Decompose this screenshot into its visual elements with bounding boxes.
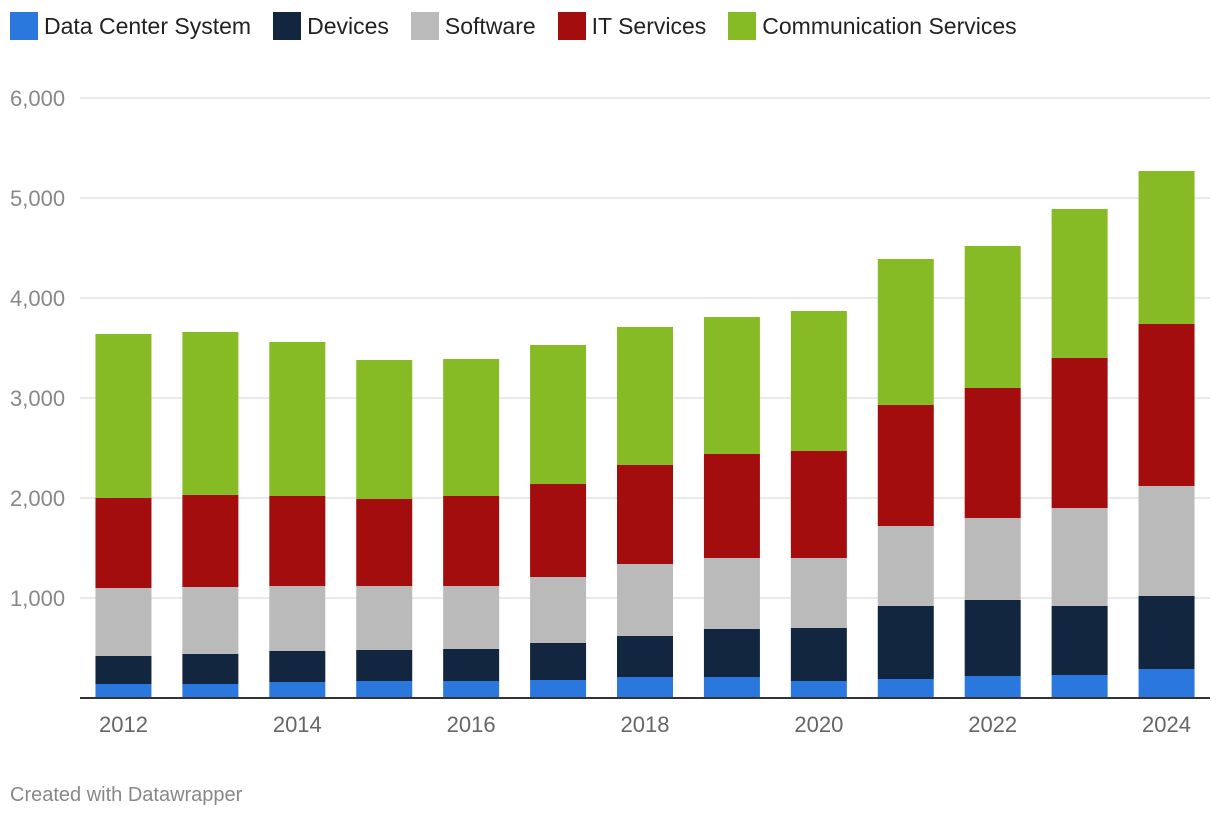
bar-segment-2020-devices — [790, 628, 847, 681]
bars — [95, 171, 1195, 698]
bar-segment-2020-it-services — [790, 451, 847, 558]
y-tick-label: 5,000 — [10, 186, 65, 211]
bar-segment-2020-software — [790, 558, 847, 628]
bar-segment-2023-communication-services — [1051, 209, 1108, 358]
bar-segment-2021-it-services — [877, 405, 934, 526]
x-tick-label: 2018 — [621, 712, 670, 737]
bar-segment-2012-it-services — [95, 498, 152, 588]
y-axis-labels: 1,000 2,000 3,000 4,000 5,000 6,000 — [10, 86, 65, 611]
legend-item-devices: Devices — [273, 12, 389, 40]
bar-segment-2016-devices — [443, 649, 500, 681]
legend-item-it-services: IT Services — [557, 12, 707, 40]
legend-swatch — [557, 12, 586, 40]
x-axis: 2012 2014 2016 2018 2020 2022 2024 — [80, 697, 1210, 737]
bar-segment-2013-devices — [182, 654, 239, 684]
bar-segment-2019-it-services — [703, 454, 760, 558]
legend-swatch — [410, 12, 439, 40]
bar-segment-2018-it-services — [617, 465, 673, 564]
legend-swatch — [10, 12, 38, 40]
bar-segment-2013-it-services — [182, 495, 239, 587]
bar-segment-2021-communication-services — [877, 259, 934, 405]
x-tick-label: 2016 — [447, 712, 496, 737]
bar-segment-2023-software — [1051, 508, 1108, 606]
bar-segment-2015-software — [356, 586, 413, 650]
x-tick-label: 2012 — [99, 712, 148, 737]
bar-segment-2023-data-center-system — [1051, 675, 1108, 698]
bar-segment-2016-software — [443, 586, 500, 649]
bar-segment-2017-software — [530, 577, 587, 643]
y-tick-label: 4,000 — [10, 286, 65, 311]
bar-segment-2017-devices — [530, 643, 587, 680]
bar-segment-2014-it-services — [269, 496, 326, 586]
bar-segment-2013-communication-services — [182, 332, 239, 495]
y-tick-label: 6,000 — [10, 86, 65, 111]
legend-swatch — [273, 12, 302, 40]
legend-label: Communication Services — [762, 12, 1017, 39]
bar-segment-2023-devices — [1051, 606, 1108, 675]
legend-item-software: Software — [410, 12, 536, 40]
y-tick-label: 1,000 — [10, 586, 65, 611]
bar-segment-2021-software — [877, 526, 934, 606]
y-tick-label: 3,000 — [10, 386, 65, 411]
bar-segment-2024-software — [1138, 486, 1195, 596]
bar-segment-2014-data-center-system — [269, 682, 326, 698]
y-tick-label: 2,000 — [10, 486, 65, 511]
x-tick-label: 2024 — [1142, 712, 1191, 737]
bar-segment-2021-data-center-system — [877, 679, 934, 698]
bar-segment-2018-devices — [617, 636, 673, 677]
bar-segment-2018-data-center-system — [617, 677, 673, 698]
bar-segment-2015-data-center-system — [356, 681, 413, 698]
bar-segment-2017-it-services — [530, 484, 587, 577]
bar-segment-2024-it-services — [1138, 324, 1195, 486]
legend-label: Software — [444, 12, 536, 39]
bar-segment-2019-devices — [703, 629, 760, 677]
x-tick-label: 2020 — [794, 712, 843, 737]
legend-label: IT Services — [591, 12, 707, 39]
x-tick-label: 2022 — [968, 712, 1017, 737]
bar-segment-2020-communication-services — [790, 311, 847, 451]
credit-text: Created with Datawrapper — [10, 784, 243, 806]
bar-segment-2013-data-center-system — [182, 684, 239, 698]
bar-segment-2023-it-services — [1051, 358, 1108, 508]
legend-item-data-center-system: Data Center System — [10, 12, 251, 40]
bar-segment-2018-communication-services — [617, 327, 673, 465]
bar-segment-2012-data-center-system — [95, 684, 152, 698]
bar-segment-2017-data-center-system — [530, 680, 587, 698]
bar-segment-2020-data-center-system — [790, 681, 847, 698]
bar-segment-2022-communication-services — [964, 246, 1021, 388]
legend-item-communication-services: Communication Services — [728, 12, 1017, 40]
bar-segment-2019-data-center-system — [703, 677, 760, 698]
x-tick-label: 2014 — [273, 712, 322, 737]
bar-segment-2016-it-services — [443, 496, 500, 586]
bar-segment-2022-it-services — [964, 388, 1021, 518]
bar-segment-2015-devices — [356, 650, 413, 681]
bar-segment-2015-communication-services — [356, 360, 413, 499]
bar-segment-2014-devices — [269, 651, 326, 682]
bar-segment-2022-devices — [964, 600, 1021, 676]
bar-segment-2012-communication-services — [95, 334, 152, 498]
bar-segment-2017-communication-services — [530, 345, 587, 484]
bar-segment-2012-devices — [95, 656, 152, 684]
bar-segment-2012-software — [95, 588, 152, 656]
legend-label: Data Center System — [44, 12, 252, 39]
bar-segment-2015-it-services — [356, 499, 413, 586]
bar-segment-2022-software — [964, 518, 1021, 600]
bar-segment-2021-devices — [877, 606, 934, 679]
bar-segment-2013-software — [182, 587, 239, 654]
bar-segment-2024-data-center-system — [1138, 669, 1195, 698]
bar-segment-2014-communication-services — [269, 342, 326, 496]
bar-segment-2016-communication-services — [443, 359, 500, 496]
bar-segment-2014-software — [269, 586, 326, 651]
legend: Data Center System Devices Software IT S… — [10, 12, 1039, 40]
bar-segment-2016-data-center-system — [443, 681, 500, 698]
legend-label: Devices — [307, 12, 389, 39]
bar-segment-2024-communication-services — [1138, 171, 1195, 324]
bar-segment-2024-devices — [1138, 596, 1195, 669]
bar-segment-2019-software — [703, 558, 760, 629]
bar-segment-2019-communication-services — [703, 317, 760, 454]
bar-segment-2018-software — [617, 564, 673, 636]
bar-segment-2022-data-center-system — [964, 676, 1021, 698]
legend-swatch — [728, 12, 757, 40]
